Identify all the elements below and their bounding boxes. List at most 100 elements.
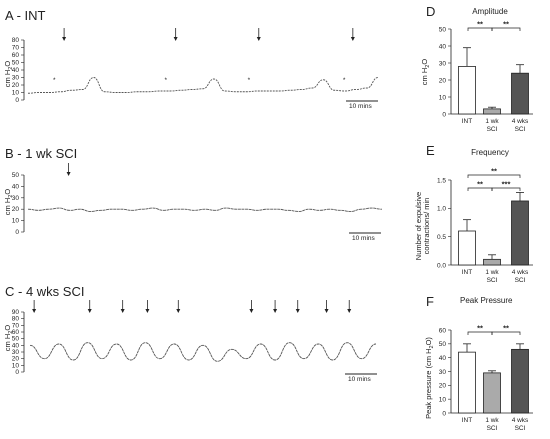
bar-0 [458, 351, 476, 414]
category-label: SCI [487, 425, 498, 432]
bar-0 [458, 66, 476, 115]
event-arrow-head [176, 309, 181, 313]
panel-c-ylabel: cm H2O [3, 325, 14, 352]
panel-a-trace-group: * * * * [27, 28, 379, 94]
y-tick-label: 30 [12, 195, 20, 202]
category-label: SCI [487, 126, 498, 133]
significance-bracket [467, 174, 521, 178]
significance-label: ** [503, 324, 509, 333]
event-arrow-head [256, 37, 261, 41]
panel-e-frequency: E Frequency Number of expulsivecontracti… [414, 143, 533, 284]
y-tick-label: 80 [12, 316, 20, 323]
y-tick-label: 40 [12, 342, 20, 349]
panel-e-letter: E [426, 143, 435, 158]
trace-line [27, 77, 379, 94]
event-marker-asterisk: * [165, 77, 168, 84]
y-tick-label: 0 [15, 229, 19, 236]
trace-line [27, 207, 383, 212]
significance-label: ** [477, 20, 483, 29]
y-tick-label: 10 [439, 94, 447, 101]
category-label: SCI [487, 277, 498, 284]
significance-bracket [491, 187, 521, 191]
panel-a-ylabel: cm H2O [3, 61, 14, 88]
event-arrow-head [62, 37, 67, 41]
panel-f-ylabel: Peak pressure (cm H2O) [424, 337, 435, 419]
y-tick-label: 50 [439, 341, 447, 348]
panel-b-y-ticks: 0 10 20 30 40 50 [12, 172, 24, 236]
y-tick-label: 20 [12, 206, 20, 213]
category-label: 4 wks [512, 269, 529, 276]
event-arrow-head [120, 309, 125, 313]
y-tick-label: 50 [439, 26, 447, 33]
y-tick-label: 10 [12, 90, 20, 97]
y-tick-label: 0 [15, 97, 19, 104]
panel-a-title: A - INT [5, 8, 46, 23]
y-tick-label: 30 [12, 349, 20, 356]
panel-a-scale-label: 10 mins [349, 103, 373, 110]
event-arrow-head [295, 309, 300, 313]
y-tick-label: 40 [439, 43, 447, 50]
y-tick-label: 0 [442, 111, 446, 118]
y-tick-label: 30 [439, 60, 447, 67]
y-tick-label: 0 [15, 369, 19, 376]
panel-e-ylabel: Number of expulsivecontractions/ min [414, 192, 431, 260]
bar-2 [511, 348, 529, 414]
event-arrow-head [347, 309, 352, 313]
panel-f-letter: F [426, 294, 434, 309]
y-tick-label: 20 [439, 77, 447, 84]
significance-label: *** [502, 180, 511, 189]
panel-e-title: Frequency [471, 148, 509, 157]
y-tick-label: 20 [12, 82, 20, 89]
category-label: INT [462, 118, 473, 125]
panel-b-scale-label: 10 mins [352, 235, 376, 242]
category-label: INT [462, 269, 473, 276]
y-tick-label: 50 [12, 336, 20, 343]
significance-label: ** [503, 20, 509, 29]
panel-c-scale-label: 10 mins [348, 376, 372, 383]
y-tick-label: 0.5 [437, 234, 446, 241]
event-arrow-head [32, 309, 37, 313]
y-tick-label: 20 [12, 356, 20, 363]
y-tick-label: 40 [12, 183, 20, 190]
y-tick-label: 70 [12, 322, 20, 329]
bar-2 [511, 72, 529, 115]
y-tick-label: 20 [439, 383, 447, 390]
panel-f-peak-pressure: F Peak Pressure Peak pressure (cm H2O) 0… [424, 294, 533, 432]
y-tick-label: 70 [12, 45, 20, 52]
event-arrow-head [145, 309, 150, 313]
y-tick-label: 60 [439, 327, 447, 334]
bar-1 [483, 258, 501, 266]
trace-line [29, 342, 377, 362]
category-label: INT [462, 417, 473, 424]
category-label: 1 wk [485, 118, 499, 125]
y-tick-label: 60 [12, 52, 20, 59]
y-tick-label: 80 [12, 37, 20, 44]
significance-label: ** [477, 324, 483, 333]
category-label: SCI [515, 425, 526, 432]
panel-d-ylabel: cm H2O [420, 59, 431, 86]
panel-f-title: Peak Pressure [460, 296, 513, 305]
significance-label: ** [477, 180, 483, 189]
significance-label: ** [491, 167, 497, 176]
y-tick-label: 0.0 [437, 262, 446, 269]
category-label: 4 wks [512, 417, 529, 424]
category-label: 4 wks [512, 118, 529, 125]
panel-c-trace-group [29, 300, 377, 362]
event-arrow-head [66, 172, 71, 176]
significance-bracket [491, 27, 521, 31]
y-tick-label: 50 [12, 60, 20, 67]
bar-0 [458, 230, 476, 266]
panel-d-letter: D [426, 4, 435, 19]
y-tick-label: 90 [12, 309, 20, 316]
panel-c-4wks-trace: C - 4 wks SCI cm H2O 0102030405060708090… [3, 284, 377, 383]
event-arrow-head [273, 309, 278, 313]
event-marker-asterisk: * [53, 77, 56, 84]
panel-c-title: C - 4 wks SCI [5, 284, 84, 299]
y-tick-label: 60 [12, 329, 20, 336]
